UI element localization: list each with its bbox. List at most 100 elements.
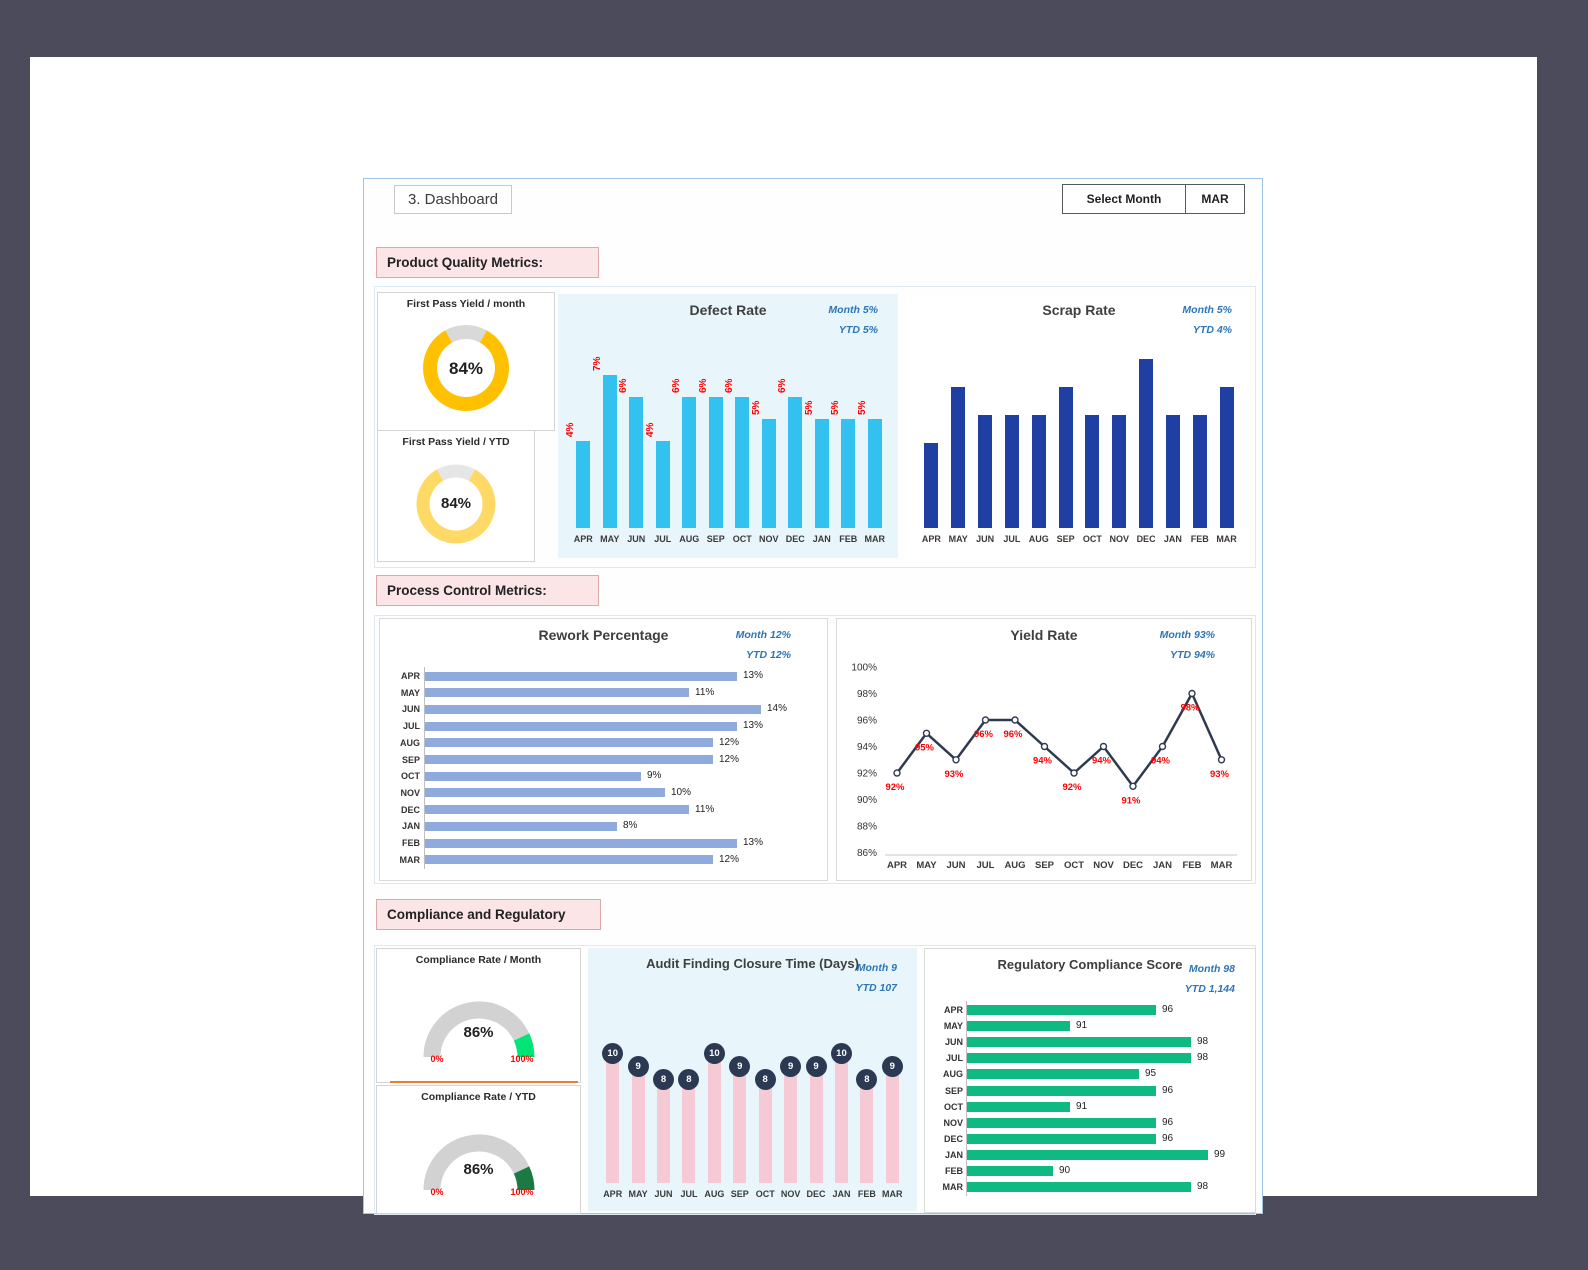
first-pass-yield-ytd-donut-chart — [409, 457, 503, 551]
svg-text:JUL: JUL — [977, 860, 995, 871]
svg-text:94%: 94% — [1151, 756, 1171, 767]
chart-title: Scrap Rate — [1042, 302, 1116, 318]
svg-text:98%: 98% — [1180, 703, 1200, 714]
defect-rate-panel: Defect Rate Month 5% YTD 5% 4% APR 7% MAY 6%… — [558, 294, 898, 558]
svg-text:95%: 95% — [915, 742, 935, 753]
svg-text:NOV: NOV — [1093, 860, 1114, 871]
defect-rate-chart: 4% APR 7% MAY 6% JUN 4% JUL 6% AUG 6% SEP 6% OCT 5% NOV… — [565, 356, 885, 544]
sheet-title: 3. Dashboard — [394, 185, 512, 214]
yield-rate-chart: 100% 98% 96% 94% 92% 90% 88% 86% 92% APR 95% MAY 93%… — [837, 619, 1251, 880]
audit-closure-time-panel: Audit Finding Closure Time (Days) Month … — [588, 948, 917, 1211]
first-pass-yield-month-card: First Pass Yield / month 84% — [377, 292, 555, 431]
first-pass-yield-ytd-card: First Pass Yield / YTD 84% — [377, 430, 535, 562]
chart-title: Regulatory Compliance Score — [997, 957, 1183, 972]
compliance-rate-month-gauge — [377, 949, 580, 1082]
svg-text:JAN: JAN — [1153, 860, 1172, 871]
section-product-quality: Product Quality Metrics: — [376, 247, 599, 278]
stat-month: Month 93% — [1159, 629, 1215, 641]
process-control-frame — [374, 615, 1256, 884]
chart-title: Defect Rate — [689, 302, 767, 318]
compliance-rate-ytd-card: Compliance Rate / YTD 86% 0% 100% — [376, 1085, 581, 1214]
svg-text:MAR: MAR — [1211, 860, 1233, 871]
rework-percentage-chart: APR 13% MAY 11% JUN 14% JUL 13% AUG 12% SEP 12% OCT 9… — [380, 619, 827, 880]
gauge-value: 86% — [463, 1024, 494, 1041]
chart-stats: Month 9 YTD 107 — [856, 958, 897, 998]
donut-value: 84% — [448, 359, 484, 378]
scrap-rate-panel: Scrap Rate Month 5% YTD 4% 3% APR 5% MAY 4% J… — [906, 294, 1252, 558]
regulatory-compliance-chart: APR 96 MAY 91 JUN 98 JUL 98 AUG 95 SEP 96 OCT 91 NOV 96… — [925, 949, 1255, 1212]
gauge-min-label: 0% — [430, 1054, 444, 1064]
svg-text:92%: 92% — [857, 769, 877, 780]
svg-text:88%: 88% — [857, 822, 877, 833]
svg-text:100%: 100% — [851, 663, 877, 674]
svg-text:94%: 94% — [1092, 756, 1112, 767]
select-month-label: Select Month — [1062, 184, 1186, 214]
svg-text:93%: 93% — [944, 769, 964, 780]
yield-rate-panel: Yield Rate Month 93% YTD 94% 100% 98% 96% 9… — [836, 618, 1252, 881]
chart-stats: Month 12% YTD 12% — [736, 625, 791, 665]
rework-percentage-panel: Rework Percentage Month 12% YTD 12% APR 1… — [379, 618, 828, 881]
gauge-max-label: 100% — [510, 1187, 534, 1197]
chart-title: Compliance Rate / YTD — [421, 1091, 536, 1103]
svg-text:MAY: MAY — [916, 860, 937, 871]
product-quality-frame — [374, 286, 1256, 568]
orange-divider — [390, 1081, 578, 1083]
svg-text:SEP: SEP — [1035, 860, 1055, 871]
stat-month: Month 5% — [828, 304, 878, 316]
chart-stats: Month 5% YTD 4% — [1182, 300, 1232, 340]
svg-text:94%: 94% — [857, 742, 877, 753]
donut-value: 84% — [440, 495, 472, 512]
svg-text:96%: 96% — [857, 716, 877, 727]
compliance-rate-month-card: Compliance Rate / Month 86% 0% 100% — [376, 948, 581, 1083]
svg-text:FEB: FEB — [1183, 860, 1202, 871]
svg-text:91%: 91% — [1121, 795, 1141, 806]
svg-text:92%: 92% — [885, 782, 905, 793]
stat-ytd: YTD 94% — [1170, 649, 1215, 661]
stat-ytd: YTD 4% — [1192, 324, 1232, 336]
gauge-value: 86% — [463, 1161, 494, 1178]
gauge-max-label: 100% — [510, 1054, 534, 1064]
stat-month: Month 9 — [856, 962, 897, 974]
section-process-control: Process Control Metrics: — [376, 575, 599, 606]
compliance-rate-ytd-gauge — [377, 1086, 580, 1213]
audit-closure-time-chart: 10 APR 9 MAY 8 JUN 8 JUL 10 AUG 9 SEP 8 OCT 9 NOV 9 DEC 10… — [588, 948, 917, 1211]
chart-stats: Month 98 YTD 1,144 — [1185, 959, 1235, 999]
chart-title: Rework Percentage — [538, 627, 669, 643]
first-pass-yield-month-donut-chart — [415, 317, 517, 419]
chart-title: First Pass Yield / month — [406, 298, 526, 310]
svg-text:JUN: JUN — [946, 860, 965, 871]
svg-text:93%: 93% — [1210, 769, 1230, 780]
stat-ytd: YTD 5% — [838, 324, 878, 336]
regulatory-compliance-panel: Regulatory Compliance Score Month 98 YTD… — [924, 948, 1256, 1213]
svg-text:DEC: DEC — [1123, 860, 1143, 871]
stat-month: Month 5% — [1182, 304, 1232, 316]
svg-text:86%: 86% — [857, 848, 877, 859]
svg-text:96%: 96% — [1003, 729, 1023, 740]
stat-ytd: YTD 1,144 — [1184, 983, 1235, 995]
chart-title: First Pass Yield / YTD — [402, 436, 510, 448]
svg-text:AUG: AUG — [1004, 860, 1025, 871]
section-compliance: Compliance and Regulatory — [376, 899, 601, 930]
svg-text:96%: 96% — [974, 729, 994, 740]
chart-title: Audit Finding Closure Time (Days) — [646, 956, 859, 971]
chart-title: Yield Rate — [1010, 627, 1078, 643]
svg-text:OCT: OCT — [1064, 860, 1084, 871]
scrap-rate-chart: 3% APR 5% MAY 4% JUN 4% JUL 4% AUG 5% SEP 4% OCT 4% NOV… — [906, 294, 1252, 558]
svg-text:90%: 90% — [857, 795, 877, 806]
stat-month: Month 12% — [735, 629, 791, 641]
stat-ytd: YTD 12% — [746, 649, 791, 661]
gauge-min-label: 0% — [430, 1187, 444, 1197]
svg-text:92%: 92% — [1062, 782, 1082, 793]
chart-stats: Month 93% YTD 94% — [1160, 625, 1215, 665]
worksheet-page: 3. Dashboard Select Month MAR Product Qu… — [30, 57, 1537, 1215]
month-dropdown[interactable]: MAR — [1185, 184, 1245, 214]
chart-stats: Month 5% YTD 5% — [828, 300, 878, 340]
svg-text:98%: 98% — [857, 689, 877, 700]
chart-title: Compliance Rate / Month — [415, 954, 542, 966]
stat-ytd: YTD 107 — [855, 982, 897, 994]
svg-text:94%: 94% — [1033, 756, 1053, 767]
svg-text:APR: APR — [887, 860, 907, 871]
dashboard-panel: 3. Dashboard Select Month MAR Product Qu… — [363, 178, 1263, 1215]
stat-month: Month 98 — [1188, 963, 1235, 975]
